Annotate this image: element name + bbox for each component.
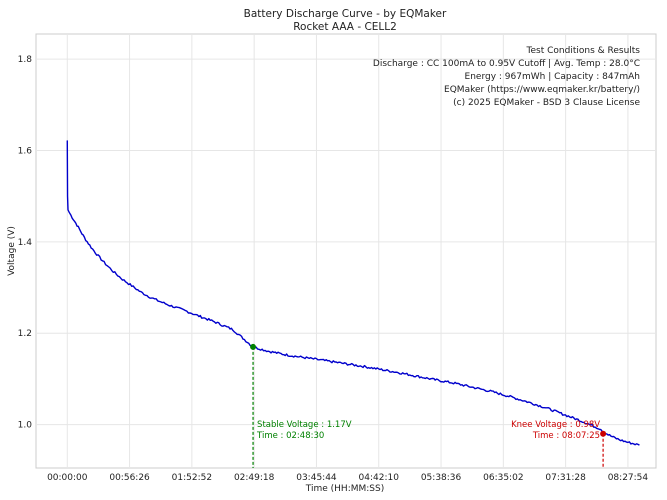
y-tick-label: 1.8	[18, 55, 33, 65]
x-axis-label: Time (HH:MM:SS)	[305, 484, 384, 494]
x-tick-label: 00:56:26	[109, 473, 150, 483]
grid	[36, 34, 656, 468]
x-tick-label: 04:42:10	[359, 473, 400, 483]
x-tick-label: 01:52:52	[172, 473, 212, 483]
info-line: (c) 2025 EQMaker - BSD 3 Clause License	[453, 98, 640, 108]
knee-point	[600, 430, 607, 437]
x-tick-label: 08:27:54	[608, 473, 649, 483]
voltage-series-line	[66, 140, 640, 446]
plot-area	[35, 33, 657, 469]
info-line: EQMaker (https://www.eqmaker.kr/battery/…	[444, 85, 640, 95]
tick-labels: 00:00:00 00:56:26 01:52:52 02:49:18 03:45:44…	[18, 55, 649, 483]
info-line: Test Conditions & Results	[526, 46, 641, 56]
info-line: Discharge : CC 100mA to 0.95V Cutoff | A…	[373, 59, 640, 69]
series-layer	[66, 140, 640, 446]
y-tick-label: 1.2	[18, 329, 32, 339]
stable-label: Stable Voltage : 1.17V	[257, 420, 352, 430]
x-tick-label: 00:00:00	[47, 473, 88, 483]
x-tick-label: 07:31:28	[545, 473, 586, 483]
chart-subtitle: Rocket AAA - CELL2	[293, 21, 397, 33]
y-axis-label: Voltage (V)	[7, 226, 17, 276]
x-tick-label: 03:45:44	[296, 473, 337, 483]
stable-label: Time : 02:48:30	[256, 431, 324, 441]
y-tick-label: 1.4	[18, 238, 33, 248]
x-tick-label: 06:35:02	[483, 473, 523, 483]
stable-point	[250, 343, 257, 350]
chart-title: Battery Discharge Curve - by EQMaker	[244, 8, 447, 20]
x-tick-label: 05:38:36	[421, 473, 462, 483]
info-box: Test Conditions & Results Discharge : CC…	[373, 46, 641, 108]
knee-label: Time : 08:07:25	[532, 431, 600, 441]
y-tick-label: 1.0	[18, 421, 33, 431]
x-tick-label: 02:49:18	[234, 473, 275, 483]
info-line: Energy : 967mWh | Capacity : 847mAh	[465, 72, 640, 82]
y-tick-label: 1.6	[18, 146, 33, 156]
knee-label: Knee Voltage : 0.98V	[511, 420, 600, 430]
